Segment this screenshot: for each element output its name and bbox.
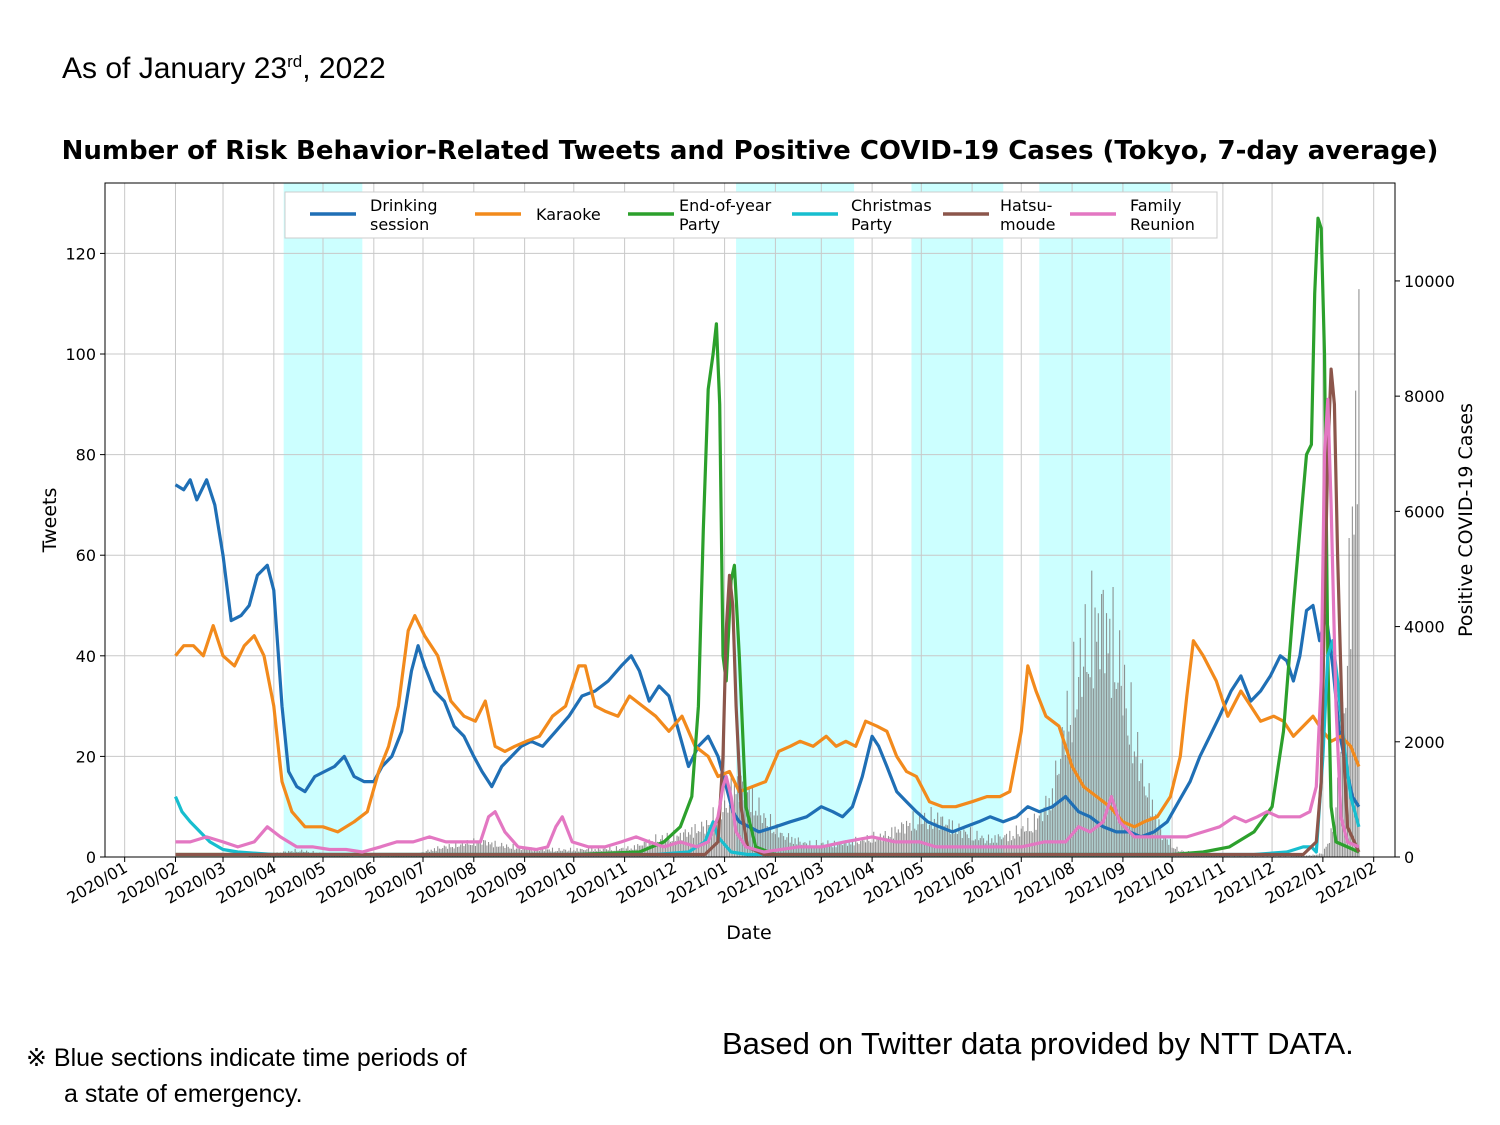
data-credit: Based on Twitter data provided by NTT DA… bbox=[722, 1026, 1354, 1061]
legend-label: Hatsu-moude bbox=[1000, 196, 1056, 234]
y-tick-label: 20 bbox=[76, 747, 96, 766]
y-axis-label: Tweets bbox=[39, 488, 61, 554]
legend-label: End-of-year Party bbox=[679, 196, 772, 234]
emergency-period bbox=[736, 183, 855, 857]
y-tick-label: 100 bbox=[65, 345, 96, 364]
y2-tick-label: 8000 bbox=[1404, 387, 1445, 406]
y-tick-label: 60 bbox=[76, 546, 96, 565]
emergency-periods bbox=[283, 183, 1171, 857]
y2-axis-label: Positive COVID-19 Cases bbox=[1455, 403, 1477, 637]
as-of-suffix: , 2022 bbox=[302, 52, 386, 85]
y-tick-label: 120 bbox=[65, 244, 96, 263]
legend-label: Christmas Party bbox=[851, 196, 932, 234]
as-of-prefix: As of January 23 bbox=[62, 52, 288, 85]
emergency-period bbox=[911, 183, 1004, 857]
legend-label: Family Reunion bbox=[1130, 196, 1195, 234]
series-line-end-of-year-party bbox=[175, 216, 1360, 857]
grid bbox=[105, 183, 1395, 857]
y2-tick-label: 2000 bbox=[1404, 733, 1445, 752]
series-lines bbox=[174, 216, 1361, 857]
y2-tick-label: 10000 bbox=[1404, 272, 1455, 291]
legend-box bbox=[284, 191, 1218, 239]
y-tick-label: 40 bbox=[76, 647, 96, 666]
legend-label: Karaoke bbox=[536, 205, 601, 224]
legend-label: Drinking session bbox=[370, 196, 438, 234]
series-line-christmas-party bbox=[174, 639, 1361, 857]
y2-tick-label: 4000 bbox=[1404, 618, 1445, 637]
axes: 2020/012020/022020/032020/042020/052020/… bbox=[64, 182, 1455, 908]
x-axis-label: Date bbox=[726, 922, 771, 944]
y2-tick-label: 6000 bbox=[1404, 502, 1445, 521]
as-of-date: As of January 23rd, 2022 bbox=[62, 52, 386, 86]
note-line-2: a state of emergency. bbox=[64, 1080, 303, 1108]
series-line-karaoke bbox=[174, 614, 1361, 834]
series-line-drinking-session bbox=[174, 478, 1361, 839]
note-line-1: Blue sections indicate time periods of bbox=[53, 1044, 467, 1072]
y-tick-label: 80 bbox=[76, 446, 96, 465]
series-line-hatsu-moude bbox=[175, 367, 1361, 857]
y2-tick-label: 0 bbox=[1404, 848, 1414, 867]
series-line-family-reunion bbox=[175, 397, 1360, 854]
y-tick-label: 0 bbox=[86, 848, 96, 867]
as-of-ordinal: rd bbox=[287, 52, 303, 71]
chart-title: Number of Risk Behavior-Related Tweets a… bbox=[61, 136, 1439, 166]
legend: Drinking session Karaoke End-of-year Party Ch… bbox=[284, 191, 1218, 239]
note-mark: ※ bbox=[26, 1044, 47, 1072]
plot-frame bbox=[104, 182, 1396, 858]
emergency-note: ※ Blue sections indicate time periods of… bbox=[26, 1040, 467, 1112]
